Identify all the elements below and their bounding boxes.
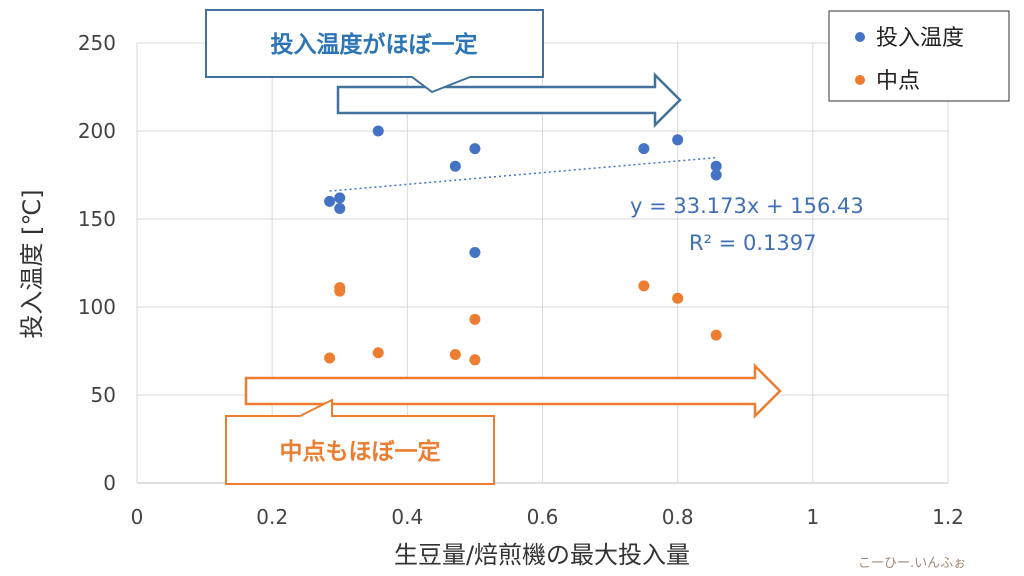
data-point-series-2	[638, 280, 650, 292]
data-point-series-2	[449, 349, 461, 361]
x-tick-label: 1	[806, 505, 819, 529]
y-tick-label: 50	[91, 383, 116, 407]
trendline	[329, 156, 717, 192]
y-axis-title: 投入温度 [℃]	[18, 189, 46, 338]
data-point-series-1	[710, 169, 722, 181]
legend-label-series-1: 投入温度	[876, 26, 964, 51]
data-point-series-2	[710, 329, 722, 341]
legend: 投入温度 中点	[828, 10, 1010, 102]
trendline-r-squared: R² = 0.1397	[689, 231, 816, 255]
data-points	[324, 125, 722, 366]
data-point-series-2	[334, 285, 346, 297]
data-point-series-1	[449, 160, 461, 172]
data-point-series-1	[334, 192, 346, 204]
y-tick-label: 150	[78, 207, 116, 231]
data-point-series-1	[372, 125, 384, 137]
data-point-series-2	[469, 313, 481, 325]
x-tick-label: 0.8	[662, 505, 694, 529]
data-point-series-1	[672, 134, 684, 146]
callout-blue: 投入温度がほぼ一定	[205, 9, 544, 94]
y-tick-label: 200	[78, 119, 116, 143]
data-point-series-1	[334, 202, 346, 214]
legend-marker-series-1	[855, 32, 865, 42]
data-point-series-1	[638, 143, 650, 155]
data-point-series-1	[469, 246, 481, 258]
callout-blue-text: 投入温度がほぼ一定	[271, 31, 478, 58]
callout-orange-text: 中点もほぼ一定	[280, 438, 441, 465]
x-tick-label: 0.2	[256, 505, 288, 529]
data-point-series-2	[469, 354, 481, 366]
legend-label-series-2: 中点	[876, 69, 920, 94]
y-tick-label: 100	[78, 295, 116, 319]
callout-orange: 中点もほぼ一定	[225, 398, 495, 485]
watermark: こーひー.いんふぉ	[858, 556, 966, 571]
x-tick-label: 1.2	[932, 505, 964, 529]
data-point-series-2	[672, 292, 684, 304]
y-axis-ticks: 0 50 100 150 200 250	[78, 31, 116, 495]
data-point-series-2	[324, 352, 336, 364]
arrow-blue	[336, 71, 682, 129]
data-point-series-1	[324, 195, 336, 207]
y-tick-label: 250	[78, 31, 116, 55]
x-axis-ticks: 0 0.2 0.4 0.6 0.8 1 1.2	[131, 505, 964, 529]
trendline-equation: y = 33.173x + 156.43	[630, 194, 864, 218]
x-axis-title: 生豆量/焙煎機の最大投入量	[394, 541, 690, 569]
data-point-series-2	[372, 347, 384, 359]
y-tick-label: 0	[103, 471, 116, 495]
x-tick-label: 0.6	[527, 505, 559, 529]
x-tick-label: 0.4	[391, 505, 423, 529]
data-point-series-1	[469, 143, 481, 155]
legend-marker-series-2	[855, 75, 865, 85]
x-tick-label: 0	[131, 505, 144, 529]
data-point-series-1	[710, 160, 722, 172]
